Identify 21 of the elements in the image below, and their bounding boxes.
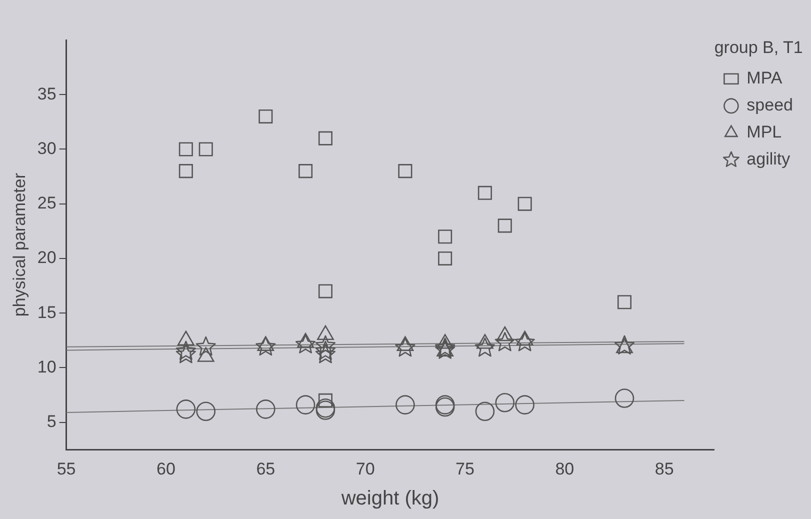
- x-tick-label: 85: [654, 459, 674, 478]
- y-tick-label: 30: [37, 138, 56, 158]
- x-tick-label: 60: [156, 459, 176, 478]
- legend-title: group B, T1: [714, 38, 803, 58]
- x-tick-label: 80: [555, 459, 574, 478]
- y-tick-label: 20: [37, 248, 56, 268]
- legend-label: MPL: [746, 122, 782, 142]
- y-tick-label: 10: [37, 357, 56, 376]
- y-tick-label: 15: [37, 302, 56, 322]
- x-tick-label: 55: [56, 459, 76, 478]
- y-tick-label: 25: [37, 194, 56, 213]
- x-tick-label: 65: [256, 459, 276, 478]
- y-axis-title: physical parameter: [10, 172, 29, 317]
- x-tick-label: 75: [456, 459, 474, 478]
- y-tick-label: 35: [37, 84, 56, 104]
- x-axis-title: weight (kg): [340, 488, 440, 510]
- x-tick-label: 70: [356, 459, 375, 478]
- y-tick-label: 5: [46, 412, 56, 431]
- legend-label: MPA: [746, 68, 783, 88]
- legend-label: agility: [746, 150, 791, 169]
- legend-label: speed: [746, 96, 794, 115]
